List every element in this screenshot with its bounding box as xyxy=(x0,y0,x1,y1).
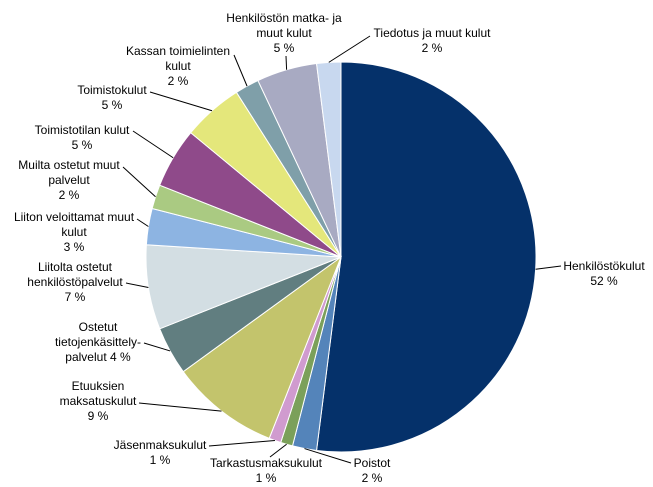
leader-line-4 xyxy=(138,402,222,412)
data-label-percent: 2 % xyxy=(167,73,189,88)
data-label-percent: 1 % xyxy=(255,471,277,485)
leader-line-8 xyxy=(122,166,156,198)
data-label-8: Muilta ostetut muut palvelut 2 % xyxy=(14,158,124,203)
leader-line-11 xyxy=(233,54,248,87)
leader-line-9 xyxy=(132,130,174,159)
data-label-percent: 52 % xyxy=(590,273,618,288)
data-label-13: Tiedotus ja muut kulut 2 % xyxy=(367,26,497,56)
data-label-9: Toimistotilan kulut 5 % xyxy=(30,123,135,153)
data-label-percent: 5 % xyxy=(71,137,93,152)
data-label-percent: 1 % xyxy=(149,452,171,467)
data-label-2: Tarkastusmaksukulut 1 % xyxy=(204,456,329,486)
leader-line-7 xyxy=(136,218,149,227)
pie-slice-0 xyxy=(316,61,537,453)
data-label-12: Henkilöstön matka- ja muut kulut 5 % xyxy=(222,11,347,56)
data-label-4: Etuuksien maksatuskulut 9 % xyxy=(51,379,146,424)
pie-slice-13 xyxy=(316,61,342,258)
data-label-category: Etuuksien maksatuskulut xyxy=(59,378,137,408)
data-label-category: Ostetut tietojenkäsittely-palvelut xyxy=(54,319,142,364)
data-label-1: Poistot 2 % xyxy=(342,456,402,486)
leader-line-12 xyxy=(285,55,288,70)
data-label-percent: 5 % xyxy=(273,40,295,55)
data-label-category: Henkilöstön matka- ja muut kulut xyxy=(226,10,342,40)
data-label-6: Liitolta ostetut henkilöstöpalvelut 7 % xyxy=(23,260,128,305)
data-label-category: Toimistotilan kulut xyxy=(34,122,130,137)
data-label-percent: 5 % xyxy=(101,97,123,112)
data-label-category: Poistot xyxy=(353,456,391,470)
data-label-percent: 9 % xyxy=(87,408,109,423)
pie-slice-4 xyxy=(182,255,343,439)
data-label-7: Liiton veloittamat muut kulut 3 % xyxy=(10,210,138,255)
data-label-percent: 2 % xyxy=(361,471,383,485)
leader-line-13 xyxy=(328,35,371,63)
data-label-percent: 2 % xyxy=(58,187,80,202)
data-label-category: Kassan toimielinten kulut xyxy=(125,43,231,73)
data-label-category: Tiedotus ja muut kulut xyxy=(373,25,491,40)
data-label-percent: 3 % xyxy=(63,239,85,254)
data-label-category: Henkilöstökulut xyxy=(563,258,645,273)
data-label-5: Ostetut tietojenkäsittely-palvelut 4 % xyxy=(51,320,146,365)
leader-lines xyxy=(122,35,562,464)
leader-line-6 xyxy=(125,282,149,288)
leader-line-1 xyxy=(304,448,352,464)
data-label-0: Henkilöstökulut 52 % xyxy=(557,259,652,289)
leader-line-2 xyxy=(269,443,287,458)
data-label-category: Liitolta ostetut henkilöstöpalvelut xyxy=(27,259,123,289)
data-label-percent: 7 % xyxy=(64,289,86,304)
data-label-category: Liiton veloittamat muut kulut xyxy=(13,209,135,239)
data-label-category: Muilta ostetut muut palvelut xyxy=(18,157,120,187)
data-label-category: Toimistokulut xyxy=(77,82,147,97)
data-label-10: Toimistokulut 5 % xyxy=(72,83,152,113)
leader-line-3 xyxy=(208,439,275,447)
data-label-3: Jäsenmaksukulut 1 % xyxy=(108,438,213,468)
data-label-category: Tarkastusmaksukulut xyxy=(209,456,323,470)
data-label-percent: 4 % xyxy=(110,349,131,364)
data-label-category: Jäsenmaksukulut xyxy=(113,437,207,452)
leader-line-0 xyxy=(535,265,562,270)
leader-line-10 xyxy=(149,91,213,112)
leader-line-5 xyxy=(143,342,171,352)
data-label-11: Kassan toimielinten kulut 2 % xyxy=(121,44,236,89)
pie-slices xyxy=(145,61,537,453)
data-label-percent: 2 % xyxy=(421,40,443,55)
